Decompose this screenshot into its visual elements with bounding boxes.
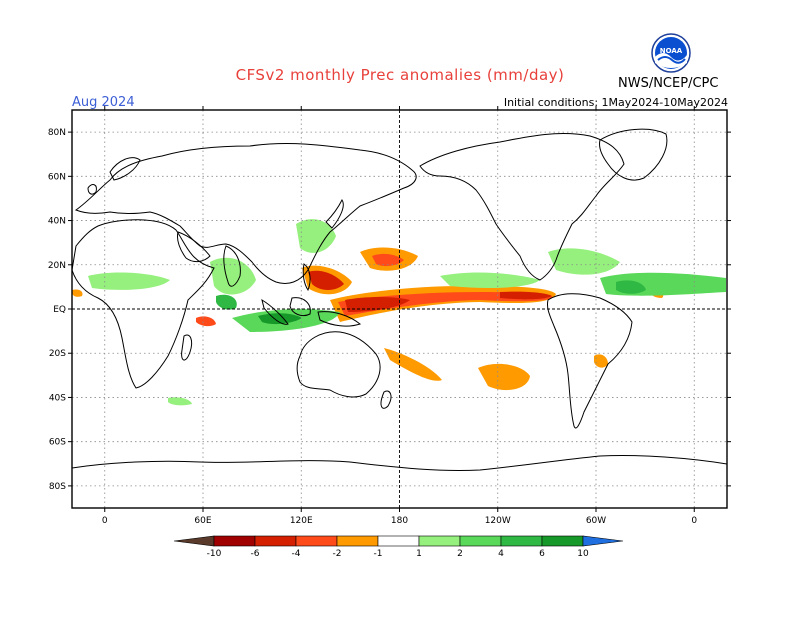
colorbar-swatch — [295, 535, 338, 547]
x-tick-label: 120E — [290, 516, 313, 526]
coastline-new-guinea — [317, 311, 362, 327]
anomaly-fields — [72, 219, 726, 406]
coastline-uk — [87, 184, 97, 195]
anomaly-wet-india-core — [216, 294, 237, 310]
reference-lines — [72, 110, 727, 508]
anomaly-dry-indian-ocean — [196, 316, 216, 327]
colorbar-label: -4 — [292, 549, 301, 559]
colorbar-label: 6 — [539, 549, 545, 559]
colorbar-swatch — [213, 535, 256, 547]
colorbar-swatch — [336, 535, 379, 547]
anomaly-wet-caribbean — [548, 248, 620, 275]
x-tick-label: 120W — [485, 516, 511, 526]
y-tick-label: 60N — [48, 172, 66, 182]
coastline-india — [223, 245, 241, 287]
colorbar-label: -6 — [251, 549, 260, 559]
colorbar-swatch — [377, 535, 420, 547]
noaa-logo-text: NOAA — [660, 47, 683, 55]
anomaly-wet-africa-band — [88, 272, 170, 290]
anomaly-dry-nw-pacific-inner — [372, 253, 404, 267]
anomaly-wet-north-pacific — [440, 272, 540, 288]
anomaly-wet-atlantic-core — [616, 280, 646, 294]
coastline-new-zealand — [380, 390, 392, 409]
colorbar-label: -1 — [374, 549, 383, 559]
anomaly-dry-se-pacific — [478, 363, 530, 391]
y-tick-label: 60S — [49, 438, 66, 448]
colorbar-swatch — [418, 535, 461, 547]
y-tick-label: 20N — [48, 261, 66, 271]
coastline-antarctica — [72, 454, 727, 472]
coastline-arabia — [177, 231, 211, 263]
map-title: CFSv2 monthly Prec anomalies (mm/day) — [235, 66, 565, 84]
y-tick-label: EQ — [53, 305, 66, 315]
x-tick-label: 180 — [391, 516, 408, 526]
y-tick-label: 40N — [48, 217, 66, 227]
longitude-axis: 0 60E 120E 180 120W 60W 0 — [102, 106, 697, 526]
anomaly-wet-maritime-core — [258, 313, 302, 325]
latitude-axis: 80N 60N 40N 20N EQ 20S 40S 60S 80S — [48, 128, 731, 492]
colorbar: -10 -6 -4 -2 -1 1 2 4 6 10 — [173, 535, 624, 559]
valid-month-label: Aug 2024 — [72, 95, 135, 110]
colorbar-arrow-left — [173, 535, 215, 547]
anomaly-dry-east-pacific-dark — [500, 291, 552, 300]
coastline-philippines — [302, 263, 311, 292]
y-tick-label: 80S — [49, 482, 66, 492]
colorbar-label: -10 — [207, 549, 222, 559]
agency-label: NWS/NCEP/CPC — [618, 76, 719, 91]
colorbar-label: 2 — [457, 549, 463, 559]
anomaly-dry-west-pacific-core — [308, 270, 344, 290]
y-tick-label: 80N — [48, 128, 66, 138]
x-tick-label: 60E — [194, 516, 211, 526]
coastline-sumatra — [261, 298, 289, 325]
anomaly-dry-spcz — [384, 348, 442, 381]
coastline-madagascar — [181, 334, 193, 361]
colorbar-swatch — [254, 535, 297, 547]
anomaly-wet-india — [210, 257, 256, 295]
colorbar-label: 4 — [498, 549, 504, 559]
coastline-africa — [72, 219, 215, 389]
colorbar-label: -2 — [333, 549, 342, 559]
initial-conditions-label: Initial conditions: 1May2024-10May2024 — [503, 96, 728, 109]
colorbar-label: 1 — [416, 549, 422, 559]
coastline-borneo — [289, 297, 311, 317]
anomaly-dry-west-africa — [72, 289, 83, 297]
noaa-logo-graphic: NOAA — [651, 33, 691, 73]
coastline-north-america — [419, 133, 625, 281]
colorbar-swatch — [541, 535, 584, 547]
coastline-japan — [325, 199, 344, 229]
coastline-scandinavia — [109, 157, 141, 181]
colorbar-label: 10 — [577, 549, 589, 559]
x-tick-label: 0 — [102, 516, 108, 526]
coastline-eurasia — [74, 142, 417, 284]
anomaly-dry-itcz-dark — [345, 297, 410, 312]
anomaly-dry-south-america — [594, 354, 608, 368]
y-tick-label: 20S — [49, 349, 66, 359]
coastlines — [72, 128, 727, 472]
noaa-logo: NOAA — [651, 33, 691, 73]
coastline-south-america — [547, 293, 633, 429]
colorbar-arrow-right — [582, 535, 624, 547]
anomaly-wet-east-asia — [296, 219, 336, 253]
coastline-greenland — [599, 128, 668, 181]
coastline-australia — [296, 331, 381, 398]
x-tick-label: 0 — [691, 516, 697, 526]
x-tick-label: 60W — [586, 516, 606, 526]
anomaly-wet-southern-ocean — [168, 397, 192, 406]
colorbar-swatch — [459, 535, 502, 547]
y-tick-label: 40S — [49, 393, 66, 403]
colorbar-swatch — [500, 535, 543, 547]
